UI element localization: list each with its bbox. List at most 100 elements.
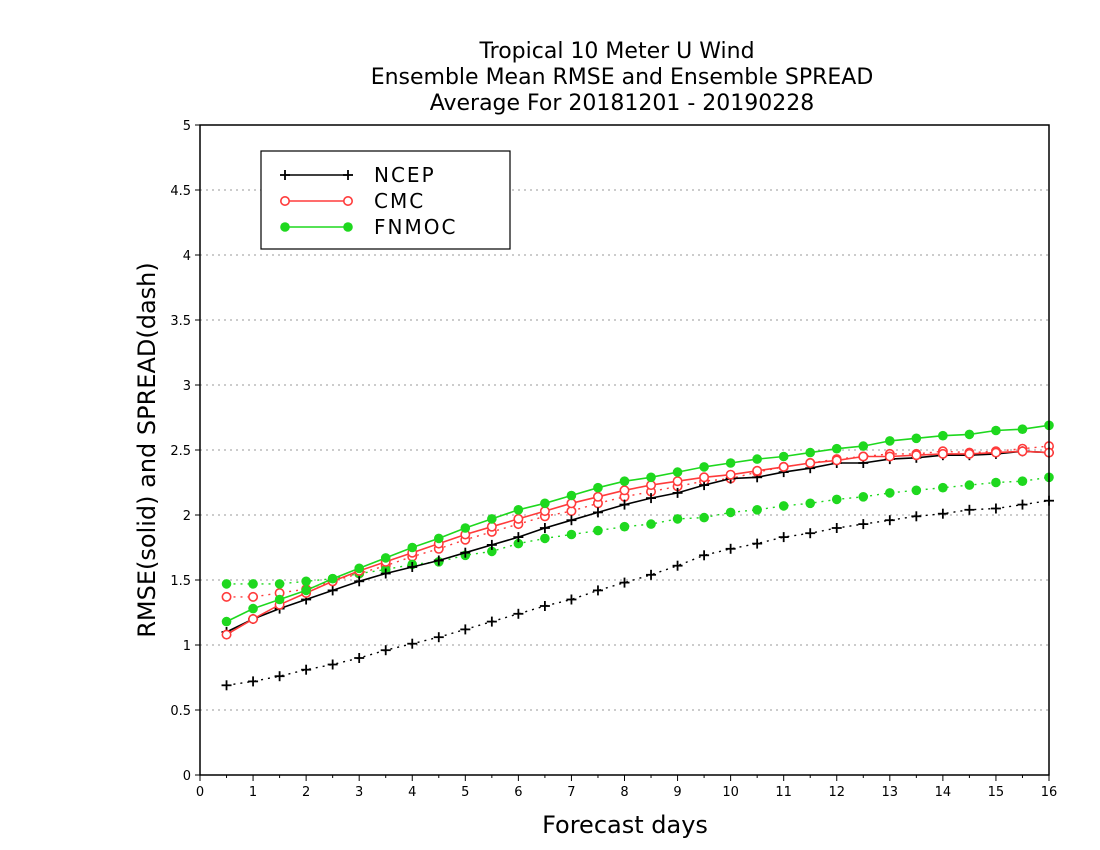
ncep-spread-point: [619, 577, 630, 588]
ncep-rmse-point: [646, 493, 657, 504]
fnmoc-rmse-point: [274, 594, 285, 605]
y-tick-label: 4.5: [170, 184, 191, 199]
fnmoc-spread-point: [221, 579, 232, 589]
fnmoc-rmse-point: [778, 451, 789, 462]
fnmoc-rmse-point: [938, 430, 948, 441]
fnmoc-spread-point: [513, 538, 524, 549]
ncep-spread-point: [407, 638, 418, 649]
ncep-rmse-point: [407, 562, 418, 572]
cmc-spread-series: [221, 441, 1055, 602]
fnmoc-rmse-point: [964, 429, 975, 440]
cmc-rmse-point: [990, 447, 1001, 458]
y-tick-label: 1.5: [170, 574, 191, 589]
y-axis-ticks: 0 0.5 1 1.5 2 2.5 3 3.5 4 4.5 5: [170, 119, 200, 784]
fnmoc-rmse-point: [487, 514, 497, 524]
x-tick-label: 2: [302, 785, 310, 800]
legend-label-fnmoc: FNMOC: [374, 215, 457, 239]
fnmoc-rmse-point: [407, 542, 418, 553]
x-axis-label: Forecast days: [542, 811, 708, 839]
ncep-spread-point: [566, 594, 577, 605]
ncep-spread-point: [513, 608, 524, 619]
fnmoc-spread-point: [778, 501, 789, 511]
fnmoc-spread-point: [540, 533, 550, 544]
cmc-rmse-point: [778, 461, 789, 472]
fnmoc-rmse-point: [301, 585, 311, 596]
x-tick-label: 12: [828, 785, 845, 800]
fnmoc-rmse-point: [566, 490, 577, 501]
fnmoc-spread-point: [248, 579, 258, 589]
ncep-spread-point: [646, 569, 657, 580]
cmc-rmse-point: [486, 521, 497, 532]
fnmoc-spread-point: [885, 488, 895, 498]
fnmoc-rmse-point: [1017, 424, 1028, 435]
fnmoc-spread-point: [991, 477, 1001, 488]
fnmoc-rmse-point: [646, 472, 656, 483]
fnmoc-rmse-point: [911, 433, 922, 444]
x-tick-label: 0: [196, 785, 204, 800]
x-tick-label: 1: [249, 785, 257, 800]
ncep-rmse-point: [619, 499, 630, 510]
cmc-rmse-point: [221, 629, 232, 640]
x-tick-label: 14: [935, 785, 952, 800]
legend-marker-ncep: [343, 170, 353, 180]
plot-frame: [199, 124, 1050, 776]
ncep-rmse-point: [566, 515, 577, 526]
fnmoc-rmse-point: [885, 436, 895, 446]
cmc-rmse-point: [937, 448, 948, 459]
ncep-spread-point: [990, 503, 1001, 514]
x-tick-label: 9: [673, 785, 681, 800]
y-tick-label: 1: [183, 639, 191, 654]
x-tick-label: 13: [882, 785, 899, 800]
y-axis-label: RMSE(solid) and SPREAD(dash): [133, 262, 161, 638]
ncep-rmse-point: [327, 585, 338, 596]
ncep-spread-point: [884, 515, 895, 526]
fnmoc-spread-point: [938, 482, 948, 493]
data-series: [221, 420, 1055, 691]
ncep-spread-series: [221, 495, 1054, 691]
ncep-rmse-point: [513, 532, 524, 543]
legend-marker-cmc: [342, 196, 353, 207]
ncep-spread-point: [964, 504, 975, 515]
ncep-spread-point: [911, 511, 922, 522]
cmc-rmse-point: [884, 451, 895, 462]
ncep-spread-point: [752, 538, 763, 549]
x-axis-ticks: 0 1 2 3 4 5 6 7 8 9 10 11 12 13 14 15 16: [196, 775, 1057, 800]
fnmoc-rmse-point: [991, 425, 1001, 436]
ncep-spread-point: [354, 653, 365, 663]
fnmoc-spread-line: [226, 476, 1050, 585]
legend-marker-fnmoc: [280, 222, 290, 232]
fnmoc-rmse-point: [725, 458, 736, 468]
fnmoc-rmse-point: [805, 447, 816, 458]
fnmoc-rmse-point: [248, 603, 258, 614]
fnmoc-spread-point: [911, 485, 922, 496]
ncep-rmse-point: [354, 576, 365, 587]
cmc-rmse-point: [752, 465, 763, 476]
cmc-rmse-point: [592, 491, 603, 502]
ncep-spread-point: [937, 508, 948, 519]
cmc-rmse-point: [566, 498, 577, 509]
cmc-spread-point: [221, 591, 232, 602]
fnmoc-rmse-point: [327, 573, 338, 584]
x-tick-label: 5: [461, 785, 469, 800]
ncep-rmse-point: [380, 568, 391, 579]
ncep-spread-point: [831, 523, 842, 533]
cmc-rmse-point: [858, 451, 869, 462]
ncep-spread-point: [858, 519, 869, 530]
fnmoc-spread-point: [805, 498, 816, 509]
ncep-rmse-point: [460, 547, 471, 558]
cmc-rmse-point: [672, 476, 683, 487]
ncep-spread-point: [460, 624, 471, 635]
fnmoc-spread-point: [619, 521, 630, 532]
cmc-rmse-point: [248, 613, 259, 624]
fnmoc-rmse-point: [672, 467, 683, 477]
ncep-spread-point: [805, 528, 816, 539]
fnmoc-rmse-point: [619, 476, 630, 487]
fnmoc-rmse-point: [354, 563, 364, 574]
ncep-spread-point: [672, 560, 683, 571]
cmc-rmse-series: [221, 446, 1055, 640]
ncep-spread-point: [327, 659, 338, 670]
fnmoc-spread-point: [274, 579, 285, 589]
title-line-2: Ensemble Mean RMSE and Ensemble SPREAD: [371, 65, 874, 90]
